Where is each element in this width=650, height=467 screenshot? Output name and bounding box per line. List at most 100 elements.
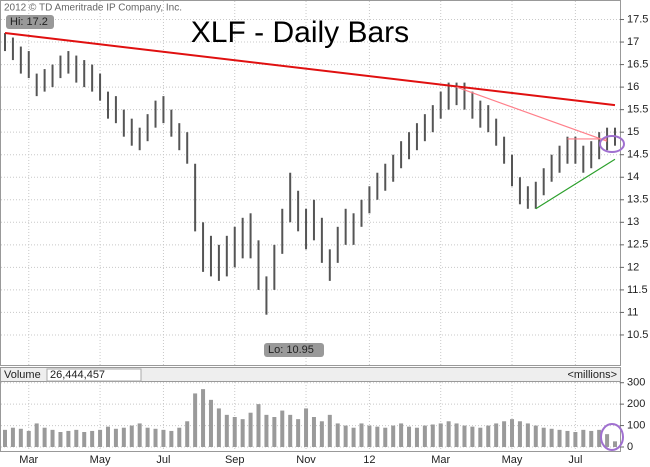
y2-tick-label: 0: [627, 441, 633, 453]
volume-bar: [58, 432, 63, 447]
highlight-circle: [600, 423, 624, 451]
volume-bar: [66, 430, 71, 447]
volume-bar: [367, 425, 372, 447]
volume-bar: [407, 426, 412, 447]
volume-bar: [82, 432, 87, 447]
marks: [3, 32, 617, 447]
y-tick-label: 11.5: [627, 284, 648, 296]
volume-bar: [502, 421, 507, 447]
price-panel: [0, 0, 621, 366]
y-tick-label: 11: [627, 306, 638, 318]
x-tick-label: 12: [363, 454, 375, 466]
low-box: [264, 343, 324, 357]
volume-bar: [10, 427, 15, 447]
volume-bar: [264, 414, 269, 447]
volume-bar: [145, 427, 150, 447]
volume-bar: [201, 389, 206, 447]
y-tick-label: 17: [627, 36, 639, 48]
volume-value-box: [46, 368, 142, 382]
volume-bar: [216, 408, 221, 447]
y-tick-label: 12.5: [627, 239, 648, 251]
volume-bar: [557, 429, 562, 447]
volume-bar: [280, 410, 285, 447]
volume-bar: [208, 399, 213, 447]
volume-bar: [510, 419, 515, 447]
volume-bar: [18, 428, 23, 447]
volume-bar: [248, 412, 253, 447]
high-box: [6, 15, 54, 29]
y2-tick-label: 100: [627, 419, 645, 431]
volume-bar: [414, 427, 419, 447]
copyright: 2012 © TD Ameritrade IP Company, Inc.: [4, 3, 182, 14]
volume-bar: [391, 425, 396, 447]
y-tick-label: 15.5: [627, 104, 648, 116]
y2-tick-label: 300: [627, 377, 645, 389]
chart-title: XLF - Daily Bars: [191, 16, 409, 49]
volume-bar: [422, 425, 427, 447]
volume-bar: [129, 425, 134, 447]
x-tick-label: Mar: [19, 454, 38, 466]
volume-bar: [446, 421, 451, 447]
volume-bar: [3, 429, 7, 447]
volume-header: [0, 367, 621, 382]
volume-bar: [343, 425, 348, 447]
x-tick-label: Nov: [296, 454, 316, 466]
y-tick-label: 10.5: [627, 329, 648, 341]
volume-bar: [327, 414, 332, 447]
y-tick-label: 12: [627, 261, 639, 273]
y2-tick-label: 200: [627, 398, 645, 410]
volume-value: 26,444,457: [50, 369, 105, 381]
volume-bar: [375, 426, 380, 447]
volume-bar: [193, 393, 198, 447]
low-label: Lo: 10.95: [268, 344, 314, 356]
volume-bar: [42, 427, 47, 447]
volume-bar: [121, 427, 126, 447]
volume-bar: [256, 404, 261, 447]
volume-bar: [581, 429, 586, 447]
x-tick-label: May: [502, 454, 523, 466]
volume-bar: [169, 430, 174, 447]
volume-bar: [34, 423, 39, 447]
volume-bar: [589, 430, 594, 447]
trend-line: [456, 86, 608, 142]
y-tick-label: 16.5: [627, 58, 648, 70]
volume-bar: [351, 427, 356, 447]
volume-bar: [605, 434, 610, 447]
volume-bar: [517, 421, 522, 447]
trend-line: [535, 158, 616, 210]
volume-bar: [185, 421, 190, 447]
volume-bar: [565, 430, 570, 447]
volume-bar: [454, 423, 459, 447]
volume-units: <millions>: [567, 369, 617, 381]
volume-bar: [288, 414, 293, 447]
volume-bar: [98, 429, 103, 447]
volume-bar: [462, 425, 467, 447]
volume-bar: [296, 419, 301, 447]
volume-bar: [153, 428, 158, 447]
volume-bar: [50, 429, 55, 447]
volume-bar: [525, 423, 530, 447]
volume-bar: [272, 417, 277, 447]
volume-bar: [161, 429, 166, 447]
volume-bar: [549, 428, 554, 447]
y-tick-label: 14: [627, 171, 639, 183]
grid: [1, 1, 624, 451]
high-label: Hi: 17.2: [10, 16, 48, 28]
volume-bar: [74, 429, 79, 447]
volume-bar: [383, 427, 388, 447]
volume-bar: [486, 425, 491, 447]
volume-bar: [533, 425, 538, 447]
volume-bar: [105, 426, 110, 447]
highlight-circle: [599, 135, 625, 153]
volume-bar: [597, 429, 602, 447]
volume-bar: [430, 424, 435, 447]
volume-bar: [177, 427, 182, 447]
trend-line: [4, 32, 616, 107]
x-tick-label: Jul: [568, 454, 582, 466]
volume-bar: [90, 430, 95, 447]
x-tick-label: May: [90, 454, 111, 466]
x-tick-label: Mar: [431, 454, 450, 466]
volume-bar: [311, 417, 316, 447]
